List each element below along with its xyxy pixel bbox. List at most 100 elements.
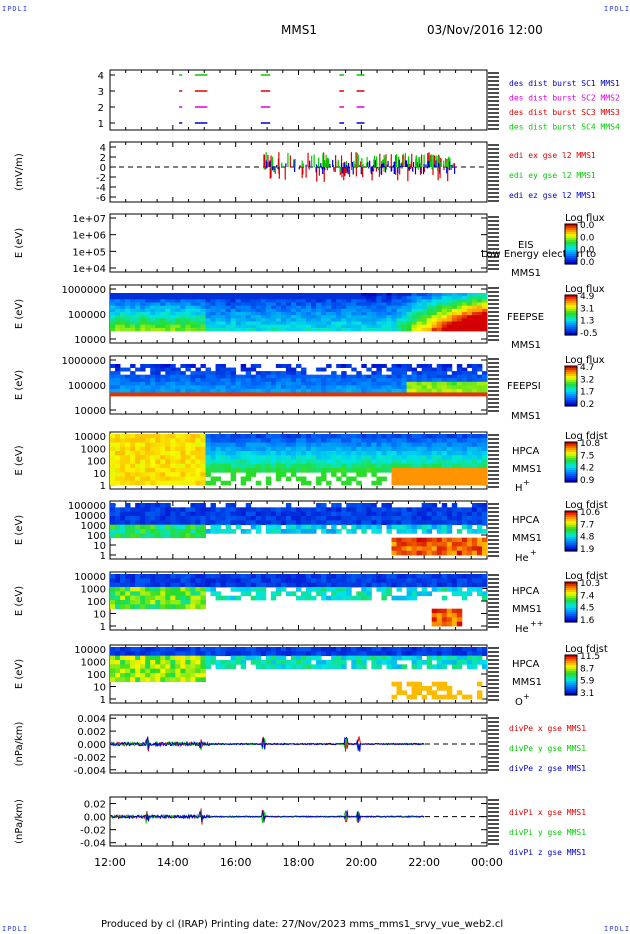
feepsi-panel-cell xyxy=(421,388,428,393)
hpca-h-panel-cell xyxy=(205,442,211,448)
hpca-hepp-panel-cell xyxy=(255,582,262,588)
hpca-he-panel-cell xyxy=(391,520,397,526)
feepsi-panel-cell xyxy=(301,367,307,372)
feepse-panel-cell xyxy=(110,312,116,316)
feepsi-panel-cell xyxy=(265,381,272,386)
hpca-h-panel-cell xyxy=(431,434,438,439)
feepsi-panel-cell xyxy=(361,374,367,379)
hpca-h-panel-cell xyxy=(180,459,186,465)
feepse-panel-cell xyxy=(411,312,418,316)
hpca-h-panel-cell xyxy=(265,463,272,469)
hpca-hepp-panel-cell xyxy=(441,621,448,627)
feepsi-panel-cell xyxy=(326,374,332,379)
hpca-h-panel-cell xyxy=(160,434,166,439)
hpca-o-panel-cell xyxy=(436,655,443,661)
hpca-hepp-panel-cell xyxy=(190,578,196,584)
hpca-hepp-panel-cell xyxy=(321,587,327,592)
hpca-hepp-panel-cell xyxy=(476,582,483,588)
feepsi-panel-cell xyxy=(120,367,126,372)
hpca-h-panel-cell xyxy=(336,438,342,443)
hpca-o-panel-cell xyxy=(140,664,146,670)
feepsi-panel-cell xyxy=(225,381,232,386)
hpca-h-panel-cell xyxy=(230,442,237,448)
hpca-h-panel-cell xyxy=(456,434,463,439)
feepse-panel-cell xyxy=(275,315,282,319)
feepsi-panel-cell xyxy=(416,385,423,390)
hpca-o-panel-cell xyxy=(376,651,382,657)
feepse-panel-cell xyxy=(336,293,342,297)
feepse-panel-cell xyxy=(426,299,433,303)
feepse-panel-cell xyxy=(185,308,191,313)
hpca-h-panel-cell xyxy=(260,459,267,465)
feepsi-panel-cell xyxy=(421,374,428,379)
hpca-o-panel-cell xyxy=(265,655,272,661)
hpca-h-panel-cell xyxy=(260,468,267,473)
eis-panel-colorbar-tick: 0.0 xyxy=(580,246,595,256)
hpca-h-panel-cell xyxy=(235,463,242,469)
feepse-panel-cell xyxy=(135,312,141,316)
hpca-hepp-panel-cell xyxy=(326,578,332,584)
feepse-panel-cell xyxy=(346,315,352,319)
hpca-hepp-panel-cell xyxy=(210,574,216,579)
hpca-hepp-panel-ytick-label: 100 xyxy=(87,597,106,608)
hpca-he-panel-cell xyxy=(391,542,397,547)
hpca-hepp-panel-cell xyxy=(135,595,141,601)
hpca-he-panel-cell xyxy=(165,511,171,517)
feepse-panel-cell xyxy=(371,318,377,322)
feepse-panel-cell xyxy=(260,321,267,326)
hpca-hepp-panel-colorbar-cell xyxy=(565,616,577,619)
feepse-panel-cell xyxy=(316,308,322,313)
feepsi-panel-cell xyxy=(476,374,483,379)
feepsi-panel-cell xyxy=(386,378,392,383)
feepsi-panel-cell xyxy=(230,388,237,393)
feepse-panel-cell xyxy=(130,315,136,319)
feepse-panel-cell xyxy=(205,321,211,326)
hpca-h-panel-cell xyxy=(205,463,211,469)
feepse-panel-cell xyxy=(275,302,282,307)
feepse-panel-cell xyxy=(195,308,201,313)
feepsi-panel-cell xyxy=(411,378,418,383)
feepse-panel-cell xyxy=(371,312,377,316)
feepsi-panel-cell xyxy=(290,388,297,393)
hpca-he-panel-cell xyxy=(235,516,242,521)
hpca-o-panel-cell xyxy=(150,673,156,678)
hpca-he-panel-cell xyxy=(170,520,176,526)
hpca-h-panel-cell xyxy=(306,463,312,469)
feepse-panel-cell xyxy=(220,327,227,332)
hpca-h-panel-cell xyxy=(306,438,312,443)
hpca-he-panel-cell xyxy=(456,507,463,513)
feepsi-panel-cell xyxy=(260,392,267,397)
feepsi-panel-cell xyxy=(225,374,232,379)
feepsi-panel-cell xyxy=(185,388,191,393)
hpca-he-panel-cell xyxy=(165,503,171,508)
feepse-panel-cell xyxy=(341,302,347,307)
hpca-o-panel-cell xyxy=(421,686,428,691)
hpca-o-panel-cell xyxy=(130,655,136,661)
feepse-panel-cell xyxy=(356,299,362,303)
hpca-he-panel-cell xyxy=(240,511,247,517)
feepsi-panel-cell xyxy=(135,385,141,390)
hpca-he-panel-cell xyxy=(451,542,458,547)
hpca-h-panel-cell xyxy=(471,451,478,456)
hpca-o-panel-cell xyxy=(145,668,151,674)
hpca-hepp-panel-cell xyxy=(175,587,181,592)
hpca-o-panel-cell xyxy=(371,651,377,657)
feepse-panel-cell xyxy=(240,321,247,326)
feepse-panel-cell xyxy=(346,312,352,316)
feepse-panel-cell xyxy=(456,296,463,300)
hpca-h-panel-cell xyxy=(316,451,322,456)
feepse-panel-cell xyxy=(466,321,473,326)
eis-panel-colorbar-tick: 0.0 xyxy=(580,221,595,231)
hpca-h-panel-cell xyxy=(210,476,216,482)
feepse-panel-cell xyxy=(406,296,412,300)
hpca-hepp-panel-cell xyxy=(110,600,116,605)
hpca-he-panel-cell xyxy=(135,529,141,534)
eis-panel-colorbar-cell xyxy=(565,260,577,263)
hpca-h-panel-colorbar-cell xyxy=(565,444,577,447)
feepsi-panel-cell xyxy=(265,378,272,383)
feepse-panel-cell xyxy=(481,315,488,319)
hpca-h-panel-cell xyxy=(285,476,292,482)
hpca-hepp-panel-cell xyxy=(456,613,463,618)
hpca-he-panel-cell xyxy=(391,511,397,517)
burst-panel-legend-entry: des dist burst SC3 MMS3 xyxy=(509,108,620,117)
